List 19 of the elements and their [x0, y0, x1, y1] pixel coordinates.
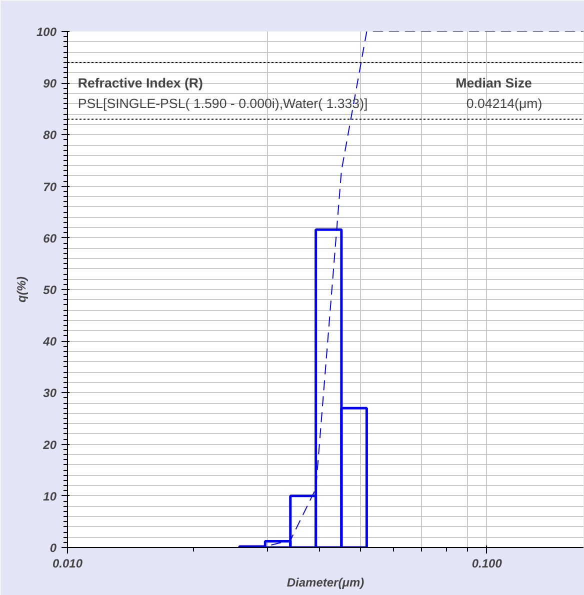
y-tick-label: 90 — [43, 76, 57, 91]
annotation: Median Size — [456, 76, 532, 91]
annotation: Refractive Index (R) — [78, 76, 204, 91]
annotation: PSL[SINGLE-PSL( 1.590 - 0.000i),Water( 1.333)] — [78, 96, 368, 112]
y-tick-label: 0 — [50, 541, 57, 555]
y-tick-label: 10 — [43, 489, 57, 504]
y-tick-label: 100 — [36, 25, 57, 39]
y-tick-label: 50 — [43, 283, 57, 297]
y-tick-label: 60 — [43, 231, 57, 246]
y-tick-label: 30 — [43, 386, 57, 400]
y-tick-label: 20 — [42, 438, 57, 452]
x-tick-label: 0.100 — [472, 556, 502, 570]
x-tick-label: 0.010 — [52, 556, 83, 570]
y-tick-label: 70 — [43, 180, 57, 194]
y-tick-label: 80 — [43, 128, 57, 142]
y-axis-title: q(%) — [14, 276, 28, 302]
x-axis-title: Diameter(μm) — [286, 576, 364, 590]
annotation: 0.04214(μm) — [466, 96, 542, 112]
y-tick-label: 40 — [42, 334, 57, 349]
